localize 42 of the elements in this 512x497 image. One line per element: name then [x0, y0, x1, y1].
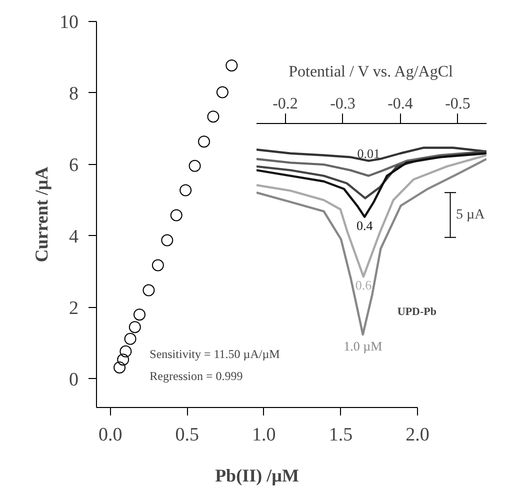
point	[152, 259, 164, 272]
y-tick-label: 8	[69, 83, 78, 104]
point	[207, 110, 220, 123]
point	[134, 308, 146, 321]
x-tick-label: -0.2	[272, 96, 298, 112]
x-tick-label: 1.5	[328, 424, 353, 446]
series-label: 0.01	[357, 146, 380, 161]
x-tick-label: 2.0	[406, 424, 430, 446]
y-tick-label: 2	[69, 298, 78, 319]
x-tick-label: -0.3	[330, 96, 356, 112]
y-tick-label: 0	[69, 369, 78, 390]
x-tick-label: -0.5	[445, 96, 470, 112]
point	[124, 332, 136, 345]
annotation: Sensitivity = 11.50 µA/µM	[150, 347, 280, 362]
annotation: 5 µA	[456, 207, 486, 222]
x-tick-label: 0.5	[175, 424, 199, 446]
point	[180, 184, 192, 196]
point	[188, 160, 201, 172]
series-label: 0.6	[355, 278, 372, 293]
x-axis-title: Pb(II) /µM	[215, 466, 299, 486]
point	[114, 361, 126, 374]
y-axis-title: Current /µA	[32, 166, 52, 262]
series-label: 1.0 µM	[344, 338, 383, 354]
x-tick-label: -0.4	[388, 96, 413, 112]
point	[170, 209, 182, 222]
point	[161, 234, 174, 246]
y-tick-label: 4	[69, 226, 79, 248]
y-tick-label: 6	[69, 154, 78, 176]
series-label: 0.4	[356, 218, 374, 233]
point	[226, 59, 238, 72]
point	[142, 284, 155, 296]
point	[216, 86, 228, 98]
x-tick-label: 1.0	[252, 424, 276, 446]
point	[198, 136, 210, 148]
annotation: UPD-Pb	[397, 306, 436, 318]
annotation: Regression = 0.999	[150, 369, 243, 384]
point	[120, 345, 132, 358]
y-tick-label: 10	[60, 12, 78, 33]
x-tick-label: 0.0	[98, 424, 122, 446]
point	[128, 321, 141, 334]
x-axis-title: Potential / V vs. Ag/AgCl	[288, 64, 454, 80]
point	[117, 354, 130, 366]
